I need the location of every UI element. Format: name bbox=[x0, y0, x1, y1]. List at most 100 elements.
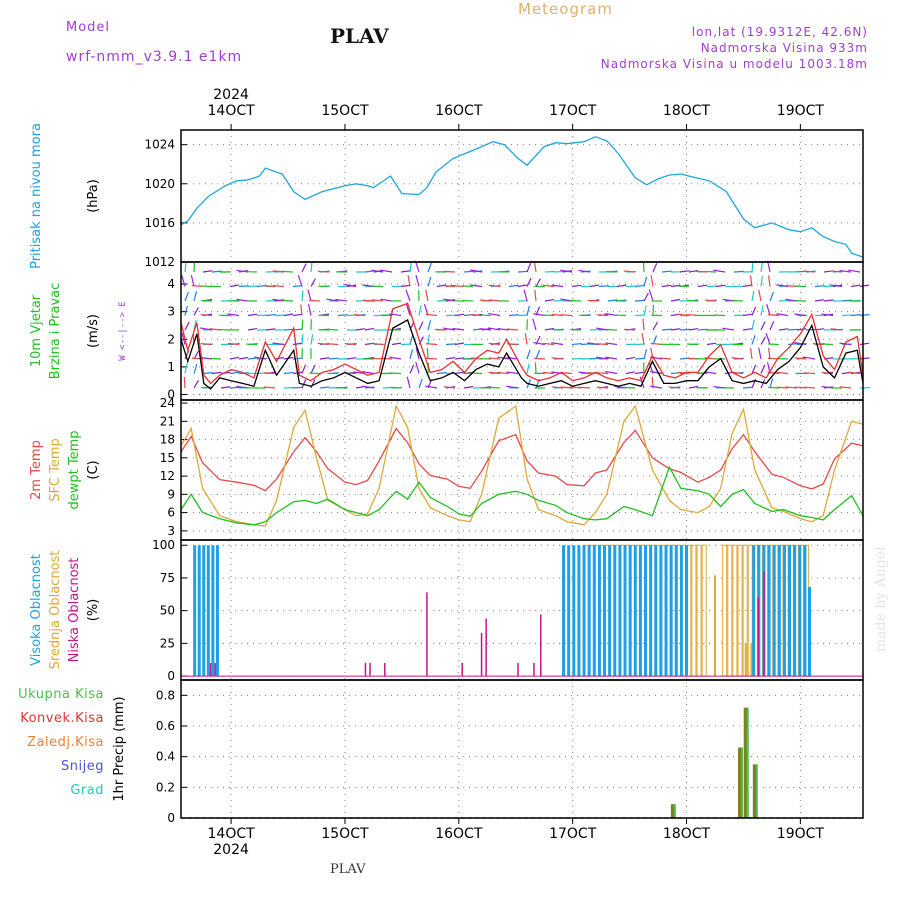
y-tick-label: 1 bbox=[167, 360, 175, 374]
wind-barb bbox=[310, 379, 316, 389]
wind-barb bbox=[841, 314, 853, 317]
wind-barb bbox=[517, 314, 529, 317]
wind-barb bbox=[571, 342, 582, 346]
wind-barb bbox=[265, 328, 276, 331]
wind-barb bbox=[308, 299, 321, 302]
wind-barb bbox=[523, 289, 528, 302]
mid-cloud-bar bbox=[722, 544, 728, 677]
bottom-year-label: 2024 bbox=[213, 842, 249, 858]
wind-barb bbox=[211, 371, 222, 375]
wind-barb bbox=[760, 261, 764, 273]
wind-barb bbox=[443, 327, 456, 331]
wind-barb bbox=[589, 284, 600, 288]
wind-barb bbox=[405, 304, 411, 316]
wind-barb bbox=[247, 357, 258, 360]
low-cloud-bar bbox=[485, 618, 487, 677]
high-cloud-bar bbox=[587, 545, 591, 677]
y-tick-label: 50 bbox=[160, 604, 175, 618]
wind-barb bbox=[201, 285, 213, 288]
wind-barb bbox=[688, 385, 699, 389]
wind-barb bbox=[292, 328, 303, 331]
wind-barb bbox=[427, 262, 432, 273]
wind-barb bbox=[596, 372, 609, 375]
high-cloud-bar bbox=[752, 545, 756, 677]
y-tick-label: 3 bbox=[167, 524, 175, 538]
high-cloud-bar bbox=[206, 545, 210, 677]
top-year-label: 2024 bbox=[213, 87, 249, 103]
wind-barb bbox=[625, 371, 635, 375]
wind-barb bbox=[542, 284, 555, 288]
wind-barb bbox=[805, 328, 817, 331]
high-cloud-bar bbox=[197, 545, 201, 677]
wind-barb bbox=[578, 386, 591, 389]
wind-barb bbox=[220, 386, 231, 389]
wind-barb bbox=[859, 284, 870, 288]
low-cloud-bar bbox=[209, 662, 212, 677]
wind-barb bbox=[409, 364, 415, 374]
wind-barb bbox=[839, 386, 852, 389]
mid-cloud-bar bbox=[713, 575, 716, 677]
high-cloud-bar bbox=[807, 587, 811, 677]
wind-barb bbox=[390, 372, 402, 375]
wind-barb bbox=[623, 328, 636, 331]
low-cloud-bar bbox=[369, 662, 371, 677]
wind-barb bbox=[641, 333, 645, 345]
wind-barb bbox=[346, 357, 357, 360]
high-cloud-bar bbox=[193, 545, 197, 677]
high-cloud-bar bbox=[803, 545, 807, 677]
wind-barb bbox=[697, 284, 708, 288]
wind-barb bbox=[551, 357, 564, 360]
wind-barb bbox=[425, 313, 438, 317]
high-cloud-bar bbox=[685, 545, 689, 677]
wind-barb bbox=[418, 378, 423, 389]
wind-barb bbox=[436, 372, 447, 375]
wind-barb bbox=[200, 342, 213, 346]
wind-barb bbox=[506, 385, 519, 389]
wind-barb bbox=[605, 356, 618, 360]
wind-barb bbox=[301, 364, 307, 374]
y-tick-label: 100 bbox=[152, 538, 175, 552]
y-axis-label: Visoka Oblacnost bbox=[29, 554, 44, 666]
wind-barb bbox=[463, 270, 474, 273]
wind-barb bbox=[659, 357, 672, 360]
wind-barb bbox=[310, 261, 313, 273]
wind-barb bbox=[443, 270, 456, 273]
wind-barb bbox=[706, 342, 717, 346]
wind-barb bbox=[785, 298, 798, 302]
wind-barb bbox=[814, 285, 825, 288]
wind-barb bbox=[229, 356, 239, 360]
wind-barb bbox=[193, 307, 199, 316]
wind-barb bbox=[623, 270, 636, 273]
y-tick-label: 6 bbox=[167, 506, 175, 520]
wind-barb bbox=[409, 334, 414, 345]
low-cloud-bar bbox=[533, 662, 535, 677]
y-tick-label: 12 bbox=[160, 469, 175, 483]
wind-barb bbox=[850, 314, 861, 317]
wind-barb bbox=[454, 313, 465, 317]
wind-barb bbox=[181, 333, 186, 345]
wind-barb bbox=[229, 386, 240, 389]
y-tick-label: 1016 bbox=[144, 216, 175, 230]
wind-barb bbox=[452, 327, 465, 331]
wind-barb bbox=[544, 270, 556, 273]
wind-barb bbox=[796, 328, 807, 331]
y-tick-label: 75 bbox=[160, 571, 175, 585]
wind-barb bbox=[526, 277, 532, 287]
wind-barb bbox=[688, 327, 699, 331]
y-axis-unit: (hPa) bbox=[86, 179, 101, 213]
wind-barb bbox=[193, 291, 198, 302]
y-axis-label: SFC Temp bbox=[48, 438, 63, 502]
wind-barb bbox=[648, 289, 654, 302]
wind-barb bbox=[803, 386, 816, 389]
top-day-label: 15OCT bbox=[321, 103, 369, 119]
wind-barb bbox=[705, 270, 717, 273]
wind-barb bbox=[758, 347, 762, 360]
y-axis-label: Grad bbox=[70, 783, 104, 798]
wind-barb bbox=[427, 320, 432, 331]
y-axis-unit: 1hr Precip (mm) bbox=[112, 696, 127, 801]
wind-barb bbox=[344, 343, 357, 346]
y-axis-label: 10m Vjetar bbox=[29, 294, 44, 367]
wind-barb bbox=[794, 357, 807, 360]
wind-barb bbox=[760, 364, 766, 374]
